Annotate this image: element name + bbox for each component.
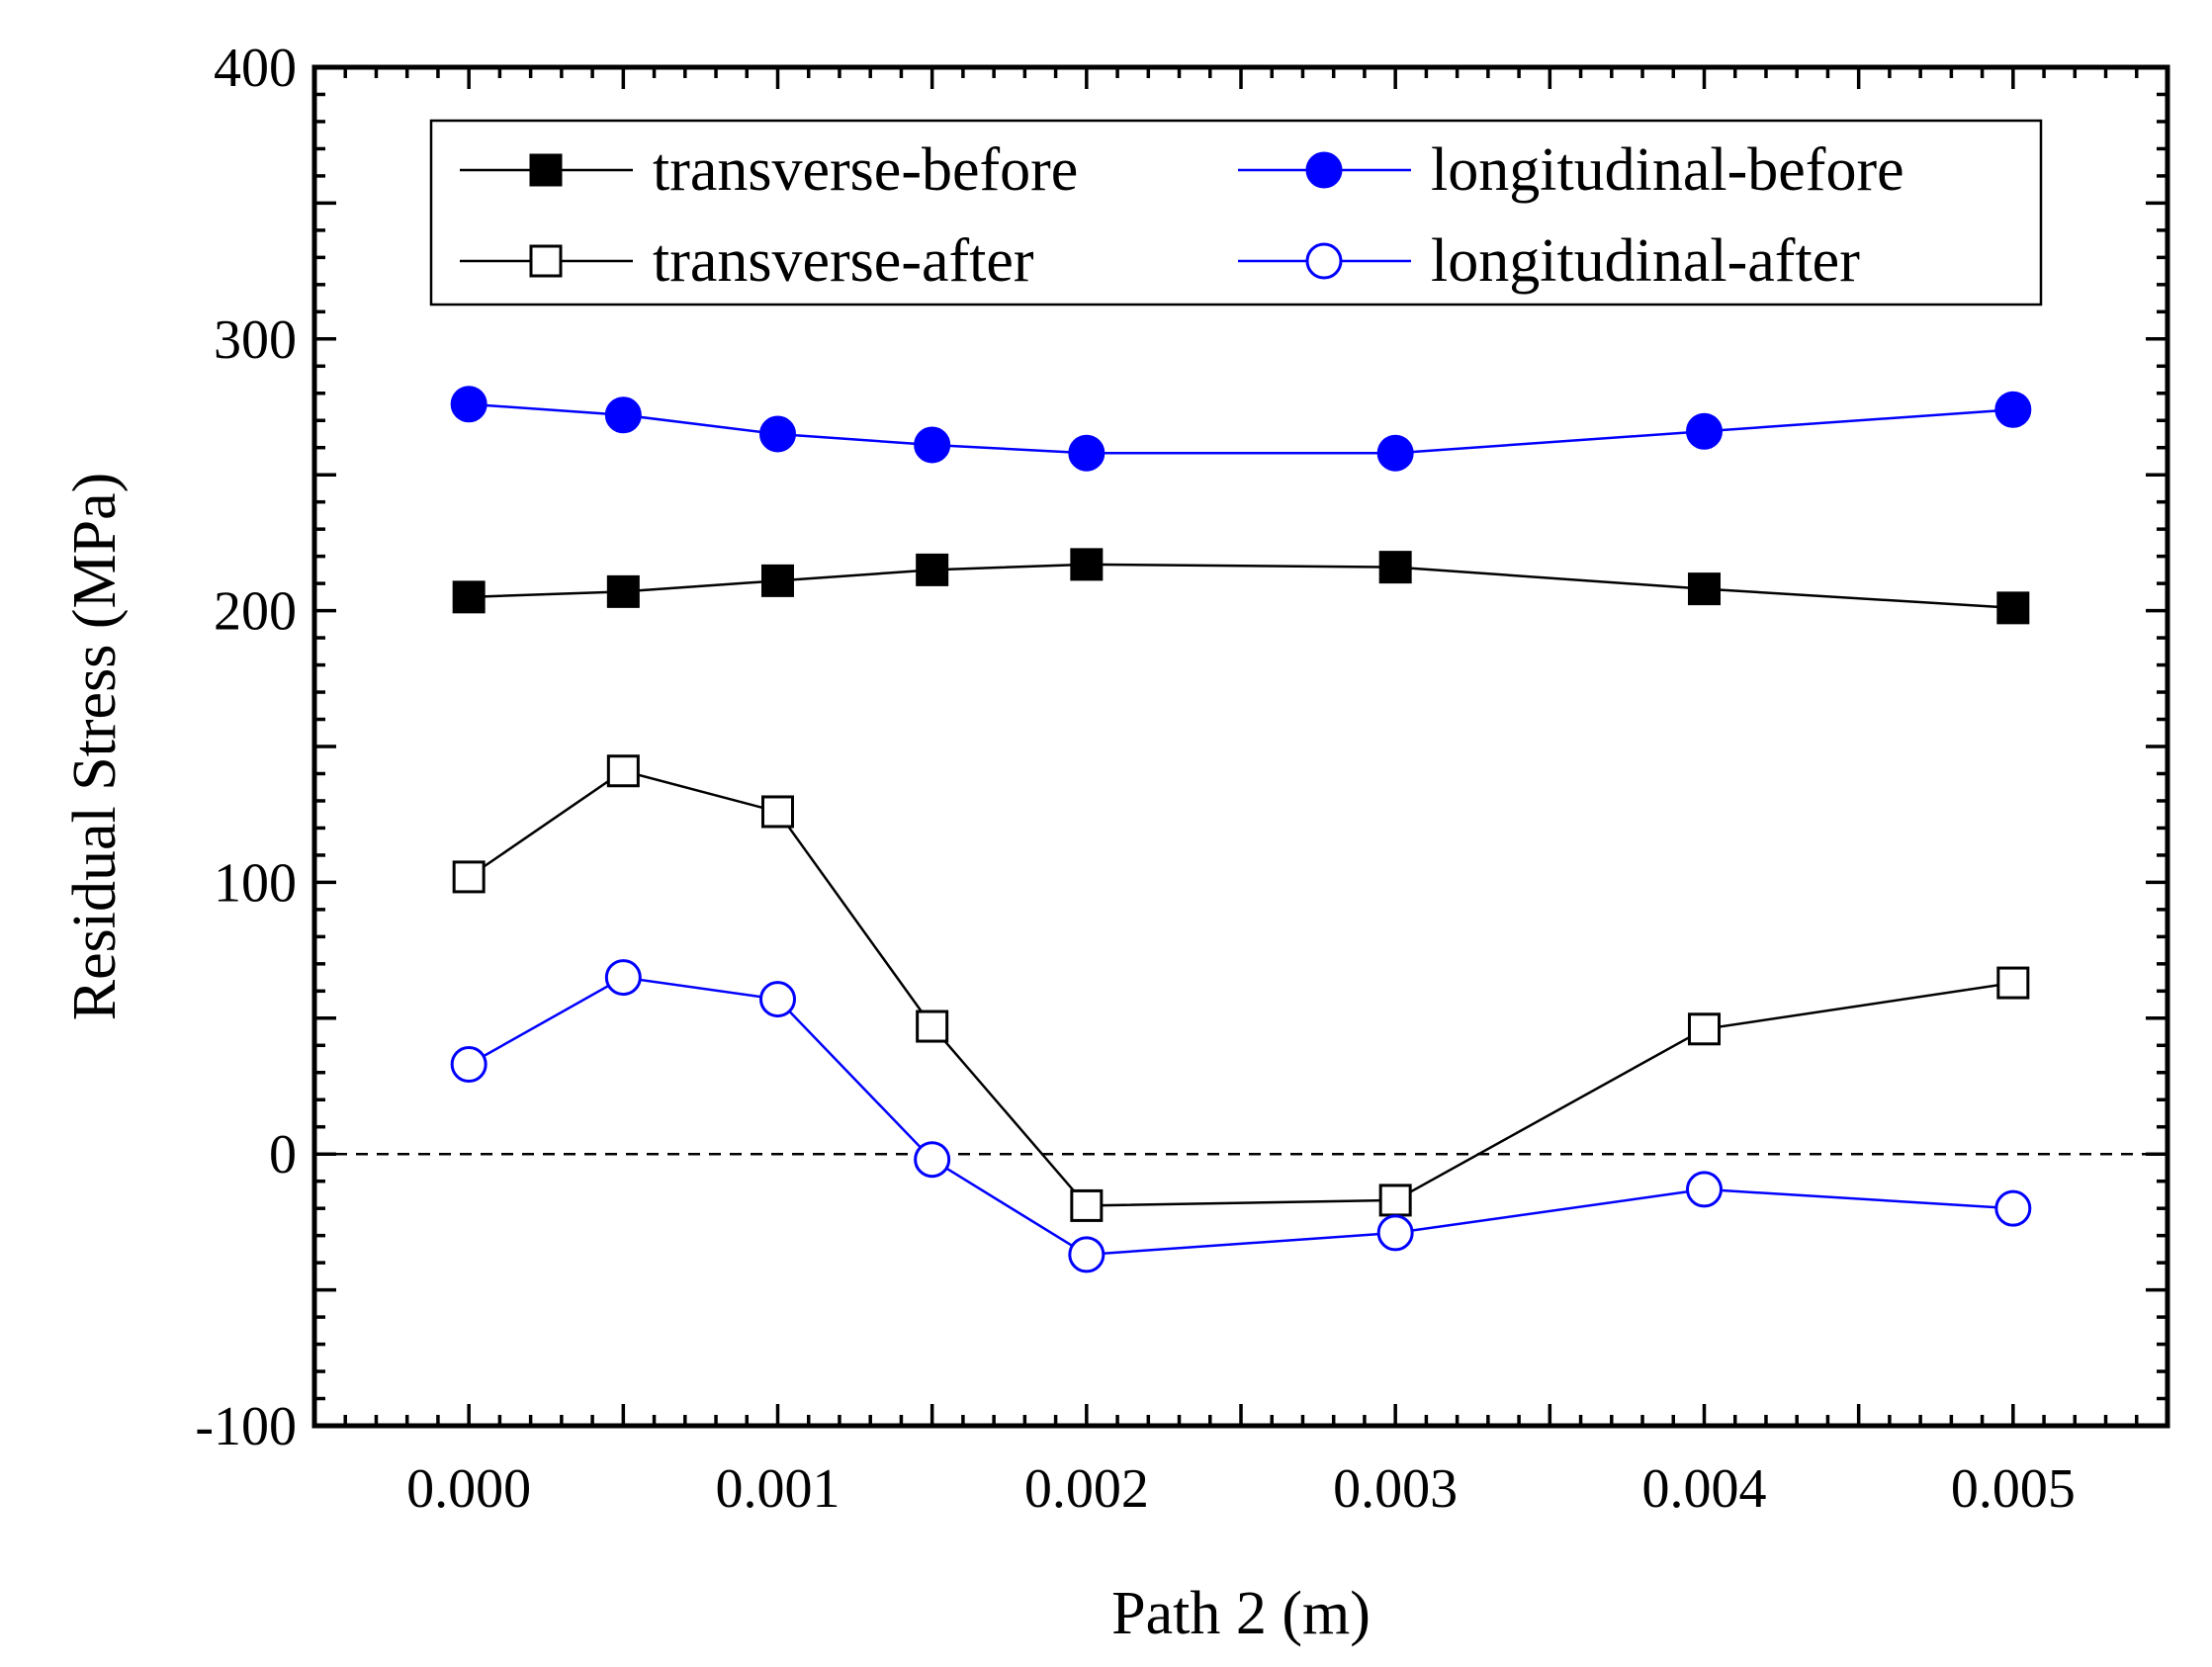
y-tick-label: 400 [214,38,297,99]
x-tick-label: 0.002 [1024,1458,1149,1520]
point-longitudinal-before [1686,412,1723,450]
point-longitudinal-before [759,415,796,453]
y-tick-label: 300 [214,309,297,371]
series-longitudinal-after [450,959,2032,1273]
x-tick-label: 0.004 [1642,1458,1767,1520]
x-tick-label: 0.005 [1951,1458,2076,1520]
y-tick-label: -100 [195,1396,297,1457]
y-tick-label: 100 [214,852,297,914]
point-transverse-before [1688,572,1721,606]
line-transverse-before [469,563,2013,610]
point-longitudinal-before [1376,434,1414,472]
legend-marker [529,153,563,187]
legend-label: transverse-after [653,227,1034,295]
series-transverse-before [452,548,2030,625]
legend-marker [529,244,563,278]
y-tick-label: 0 [269,1124,297,1185]
legend-label: longitudinal-before [1431,136,1904,204]
point-transverse-before [452,580,486,614]
legend-entry: longitudinal-before [1238,136,1904,204]
legend-entry: transverse-after [460,227,1034,295]
legend-label: transverse-before [653,136,1078,204]
point-transverse-after [606,754,640,788]
series-longitudinal-before [450,386,2032,472]
ticks-layer [312,65,2169,1428]
series-transverse-after [452,754,2030,1222]
point-transverse-before [606,574,640,608]
point-longitudinal-after [759,981,796,1018]
point-longitudinal-before [1068,434,1106,472]
legend-entry: longitudinal-after [1238,227,1860,295]
point-transverse-after [1378,1184,1412,1217]
legend-box [429,119,2043,307]
line-transverse-after [468,769,2014,1207]
line-longitudinal-before [469,402,2013,455]
point-transverse-after [452,860,486,894]
x-tick-label: 0.003 [1333,1458,1458,1520]
line-longitudinal-after [468,976,2013,1257]
point-longitudinal-after [450,1046,487,1084]
y-tick-label: 200 [214,581,297,643]
legend-marker [1305,242,1343,280]
x-tick-label: 0.000 [406,1458,531,1520]
point-longitudinal-after [604,959,642,997]
point-transverse-before [1378,551,1412,584]
point-transverse-before [761,564,794,597]
x-axis-title: Path 2 (m) [1111,1580,1371,1647]
point-transverse-after [1070,1188,1104,1222]
point-longitudinal-after [914,1141,951,1179]
point-longitudinal-after [1686,1171,1723,1208]
point-longitudinal-after [1376,1214,1414,1252]
point-transverse-after [761,795,794,829]
point-transverse-after [916,1009,949,1043]
legend: transverse-before longitudinal-before tran… [429,119,2043,307]
point-longitudinal-after [1994,1189,2032,1227]
point-transverse-after [1688,1012,1721,1046]
point-transverse-before [1996,591,2030,625]
series-layer [450,386,2032,1273]
point-longitudinal-before [450,386,487,423]
y-axis-title: Residual Stress (MPa) [61,473,129,1021]
point-longitudinal-before [1994,391,2032,428]
point-transverse-after [1996,966,2030,1000]
point-transverse-before [1070,548,1104,581]
point-longitudinal-before [604,396,642,434]
legend-entry: transverse-before [460,136,1078,204]
point-transverse-before [916,553,949,586]
tick-labels: 0.000 0.001 0.002 0.003 0.004 0.005 -100 0 100 20… [195,38,2075,1520]
legend-label: longitudinal-after [1431,227,1860,295]
point-longitudinal-after [1068,1236,1106,1273]
legend-marker [1305,151,1343,189]
x-tick-label: 0.001 [716,1458,841,1520]
point-longitudinal-before [914,426,951,464]
